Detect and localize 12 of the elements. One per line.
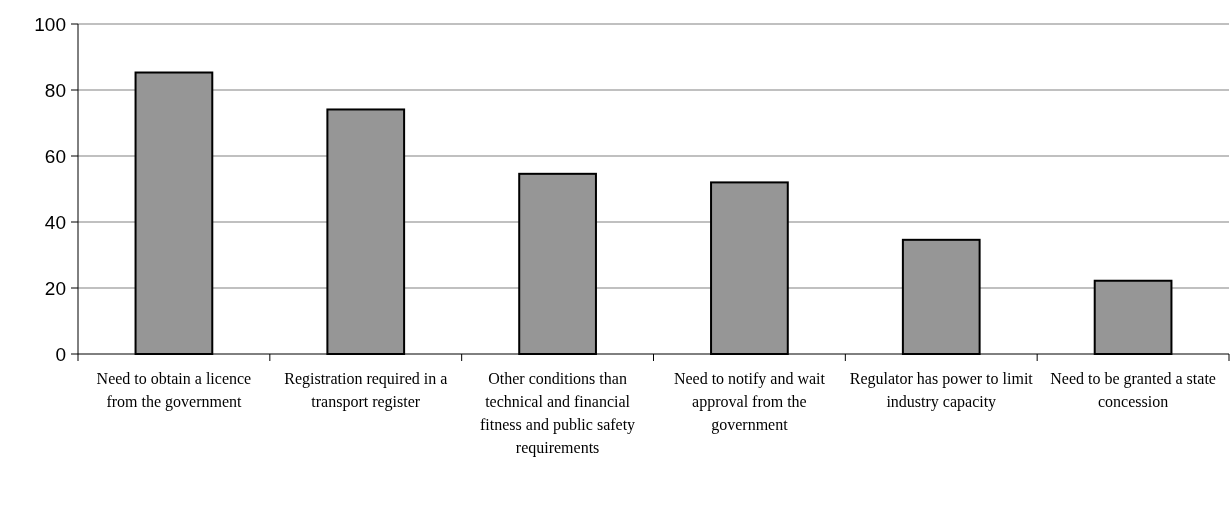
x-tick-label: Regulator has power to limit industry capacity <box>849 370 1034 411</box>
y-tick-label: 60 <box>44 145 66 167</box>
y-tick-label: 40 <box>44 211 66 233</box>
x-tick-label: Need to obtain a licence from the government <box>96 370 252 411</box>
y-tick-label: 20 <box>44 277 66 299</box>
y-tick-label: 100 <box>34 13 66 35</box>
y-tick-label: 80 <box>44 79 66 101</box>
x-tick-label: Other conditions than technical and financial fitness and public safety requirements <box>480 370 636 457</box>
x-tick-label: Need to be granted a state concession <box>1050 370 1216 410</box>
x-tick-label: Need to notify and wait approval from the government <box>673 370 826 434</box>
x-tick-label: Registration required in a transport register <box>284 370 448 411</box>
y-tick-label: 0 <box>55 343 66 365</box>
